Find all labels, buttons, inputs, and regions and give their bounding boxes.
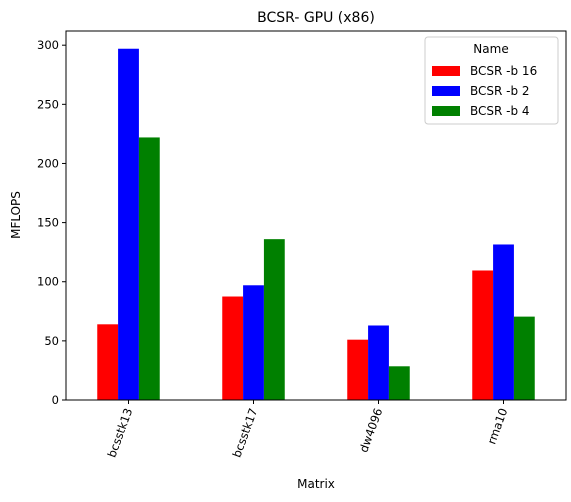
bar-bcsstk17-series-1 bbox=[222, 296, 244, 400]
plot-frame bbox=[65, 30, 567, 401]
bar-rma10-series-1 bbox=[472, 270, 494, 400]
bar-dw4096-series-1 bbox=[347, 339, 369, 400]
bar-rma10-series-2 bbox=[493, 244, 514, 400]
x-axis: bcsstk13 bcsstk17 dw4096 rma10 bbox=[105, 400, 510, 459]
legend-swatch-3 bbox=[432, 106, 460, 116]
bar-bcsstk13-series-2 bbox=[118, 48, 139, 400]
legend-frame bbox=[424, 36, 559, 125]
legend-label-2: BCSR -b 2 bbox=[470, 84, 530, 98]
y-tick-label: 150 bbox=[37, 216, 59, 230]
bar-rma10-series-3 bbox=[513, 316, 535, 400]
y-axis: 0 50 100 150 200 250 300 bbox=[37, 38, 66, 407]
x-axis-label: Matrix bbox=[297, 477, 335, 491]
legend-title: Name bbox=[473, 42, 508, 56]
y-axis-label: MFLOPS bbox=[9, 191, 23, 239]
bar-bcsstk17-series-3 bbox=[263, 239, 285, 400]
y-tick-label: 250 bbox=[37, 97, 59, 111]
legend-label-1: BCSR -b 16 bbox=[470, 64, 537, 78]
y-tick-label: 50 bbox=[44, 334, 59, 348]
x-tick-label-rma10: rma10 bbox=[484, 406, 510, 446]
x-tick-label-bcsstk13: bcsstk13 bbox=[105, 406, 136, 459]
y-tick-label: 100 bbox=[37, 275, 59, 289]
bars-group bbox=[97, 48, 535, 400]
bar-dw4096-series-3 bbox=[388, 366, 410, 400]
bar-bcsstk17-series-2 bbox=[243, 285, 264, 400]
bar-bcsstk13-series-1 bbox=[97, 324, 119, 400]
chart-title: BCSR- GPU (x86) bbox=[257, 10, 375, 26]
bar-dw4096-series-2 bbox=[368, 325, 389, 400]
bar-bcsstk13-series-3 bbox=[138, 137, 160, 400]
y-tick-label: 300 bbox=[37, 38, 59, 52]
x-tick-label-dw4096: dw4096 bbox=[356, 406, 385, 454]
y-tick-label: 200 bbox=[37, 156, 59, 170]
legend: Name BCSR -b 16 BCSR -b 2 BCSR -b 4 bbox=[424, 36, 559, 125]
legend-swatch-2 bbox=[432, 86, 460, 96]
y-tick-label: 0 bbox=[52, 393, 59, 407]
legend-label-3: BCSR -b 4 bbox=[470, 104, 530, 118]
x-tick-label-bcsstk17: bcsstk17 bbox=[230, 406, 261, 459]
legend-swatch-1 bbox=[432, 66, 460, 76]
